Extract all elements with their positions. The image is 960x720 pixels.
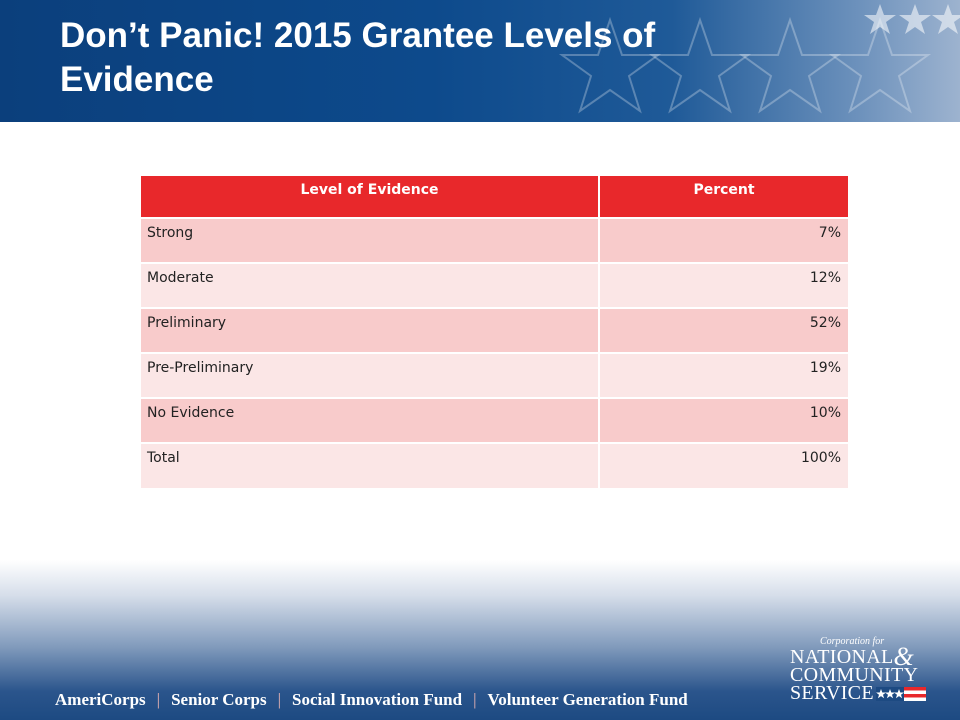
stars-decoration <box>558 4 960 114</box>
table-header-row: Level of Evidence Percent <box>141 176 848 218</box>
program-social-innovation-fund: Social Innovation Fund <box>292 690 463 709</box>
percent-cell: 10% <box>599 397 848 443</box>
percent-cell: 19% <box>599 352 848 398</box>
level-cell: Pre-Preliminary <box>141 352 600 398</box>
slide-title: Don’t Panic! 2015 Grantee Levels of Evid… <box>60 16 656 99</box>
table-row: Pre-Preliminary 19% <box>141 352 848 398</box>
separator: | <box>473 690 477 709</box>
percent-cell: 7% <box>599 217 848 263</box>
percent-cell: 52% <box>599 307 848 353</box>
slide-header: Don’t Panic! 2015 Grantee Levels of Evid… <box>0 0 960 122</box>
level-cell: No Evidence <box>141 397 600 443</box>
separator: | <box>277 690 282 709</box>
evidence-table: Level of Evidence Percent Strong 7% Mode… <box>141 176 848 488</box>
percent-cell: 100% <box>599 442 848 488</box>
slide-footer: AmeriCorps | Senior Corps | Social Innov… <box>0 560 960 720</box>
column-header-percent: Percent <box>599 176 848 218</box>
table-row-total: Total 100% <box>141 442 848 488</box>
program-list: AmeriCorps | Senior Corps | Social Innov… <box>55 690 688 710</box>
logo-line-national: NATIONAL& <box>790 644 940 670</box>
logo-service-text: SERVICE <box>790 682 874 704</box>
logo-ampersand: & <box>893 642 915 671</box>
program-senior-corps: Senior Corps <box>171 690 267 709</box>
program-volunteer-generation-fund: Volunteer Generation Fund <box>487 690 688 709</box>
table-row: Strong 7% <box>141 217 848 263</box>
percent-cell: 12% <box>599 262 848 308</box>
table-row: Moderate 12% <box>141 262 848 308</box>
table-row: Preliminary 52% <box>141 307 848 353</box>
level-cell: Preliminary <box>141 307 600 353</box>
column-header-level: Level of Evidence <box>141 176 600 218</box>
logo-line-corporation: Corporation for <box>820 636 885 647</box>
logo-line-community: COMMUNITY <box>790 664 919 686</box>
program-americorps: AmeriCorps <box>55 690 146 709</box>
flag-icon <box>875 687 926 702</box>
separator: | <box>156 690 161 709</box>
table-row: No Evidence 10% <box>141 397 848 443</box>
logo-line-service: SERVICE <box>790 682 940 704</box>
cncs-logo: Corporation for NATIONAL& COMMUNITY SERV… <box>790 636 940 704</box>
level-cell: Strong <box>141 217 600 263</box>
level-cell: Moderate <box>141 262 600 308</box>
logo-national-text: NATIONAL <box>790 646 894 668</box>
level-cell: Total <box>141 442 600 488</box>
